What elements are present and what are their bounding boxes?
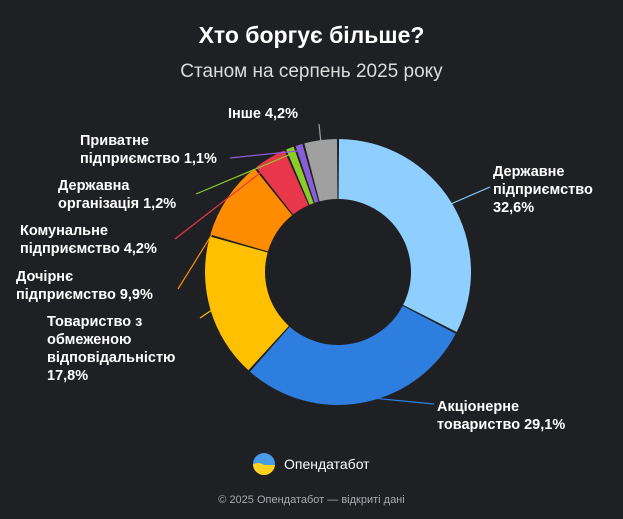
- slice-labels: Державне підприємство 32,6% Акціонерне товар…: [16, 106, 593, 433]
- leader-line-tov: [199, 306, 217, 319]
- leader-line-dochirnie-pidpryiemstvo: [177, 201, 233, 290]
- slice-dochirnie-pidpryiemstvo: [210, 168, 293, 252]
- chart-subtitle: Станом на серпень 2025 року: [180, 61, 443, 82]
- label-tov: Товариство з обмеженою відповідальністю 17,…: [47, 314, 175, 384]
- footer-copyright: © 2025 Опендатабот — відкриті дані: [218, 494, 405, 506]
- label-aktsionerne-tovarystvo: Акціонерне товариство 29,1%: [437, 399, 565, 433]
- leader-line-derzhavna-orhanizatsiia: [195, 153, 293, 195]
- brand: Опендатабот: [252, 451, 370, 477]
- slice-derzhavna-orhanizatsiia: [286, 146, 314, 205]
- label-derzhavne-pidpryiemstvo: Державне підприємство 32,6%: [493, 164, 593, 216]
- label-komunalne-pidpryiemstvo: Комунальне підприємство 4,2%: [20, 223, 157, 257]
- slice-derzhavne-pidpryiemstvo: [338, 139, 472, 332]
- leader-line-inshe: [318, 123, 322, 147]
- label-derzhavna-orhanizatsiia: Державна організація 1,2%: [58, 178, 176, 212]
- leader-line-komunalne-pidpryiemstvo: [174, 162, 274, 240]
- leader-line-aktsionerne-tovarystvo: [360, 396, 435, 405]
- brand-name: Опендатабот: [284, 456, 370, 472]
- label-pryvatne-pidpryiemstvo: Приватне підприємство 1,1%: [80, 133, 217, 167]
- leader-lines: [174, 123, 491, 405]
- leader-line-derzhavne-pidpryiemstvo: [446, 186, 491, 207]
- slice-tov: [204, 236, 289, 371]
- opendatabot-logo-icon: [253, 453, 275, 475]
- slice-inshe: [304, 139, 338, 202]
- slice-aktsionerne-tovarystvo: [249, 305, 456, 406]
- chart-title: Хто боргує більше?: [198, 22, 425, 48]
- donut-slices: [204, 139, 472, 406]
- leader-line-pryvatne-pidpryiemstvo: [229, 150, 301, 159]
- slice-pryvatne-pidpryiemstvo: [295, 143, 319, 203]
- label-dochirnie-pidpryiemstvo: Дочірнє підприємство 9,9%: [16, 269, 153, 303]
- label-inshe: Інше 4,2%: [228, 106, 298, 122]
